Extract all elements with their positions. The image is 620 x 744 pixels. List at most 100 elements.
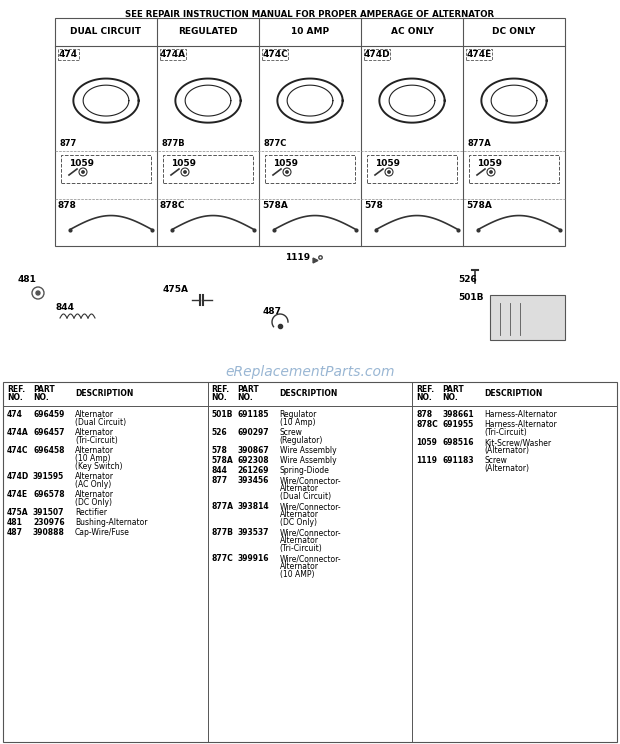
FancyBboxPatch shape (163, 155, 253, 183)
Text: (DC Only): (DC Only) (75, 498, 112, 507)
Text: 487: 487 (7, 528, 23, 537)
Text: 475A: 475A (7, 508, 29, 517)
Text: 481: 481 (18, 275, 37, 284)
FancyBboxPatch shape (160, 49, 186, 60)
Text: 391507: 391507 (33, 508, 64, 517)
Text: 1119: 1119 (285, 254, 310, 263)
Text: 690297: 690297 (237, 428, 269, 437)
Text: DESCRIPTION: DESCRIPTION (75, 388, 133, 397)
Circle shape (388, 171, 390, 173)
Text: DESCRIPTION: DESCRIPTION (280, 388, 338, 397)
Text: 474D: 474D (364, 50, 391, 59)
Bar (490, 295, 565, 340)
Text: 877B: 877B (211, 528, 234, 537)
Text: 578A: 578A (262, 202, 288, 211)
Text: 844: 844 (55, 304, 74, 312)
Text: PART: PART (442, 385, 464, 394)
Text: 501B: 501B (211, 410, 233, 419)
Text: (Dual Circuit): (Dual Circuit) (75, 418, 126, 427)
Text: 877C: 877C (263, 138, 286, 147)
Text: Alternator: Alternator (75, 446, 114, 455)
Text: Kit-Screw/Washer: Kit-Screw/Washer (484, 438, 551, 447)
Text: 1059: 1059 (477, 158, 502, 167)
Text: 474D: 474D (7, 472, 29, 481)
Text: eReplacementParts.com: eReplacementParts.com (225, 365, 395, 379)
Text: 877B: 877B (161, 138, 185, 147)
Text: DESCRIPTION: DESCRIPTION (484, 388, 542, 397)
FancyBboxPatch shape (262, 49, 288, 60)
Text: SEE REPAIR INSTRUCTION MANUAL FOR PROPER AMPERAGE OF ALTERNATOR: SEE REPAIR INSTRUCTION MANUAL FOR PROPER… (125, 10, 495, 19)
Text: 399916: 399916 (237, 554, 269, 563)
Text: (Tri-Circuit): (Tri-Circuit) (280, 544, 322, 553)
Text: 877A: 877A (467, 138, 491, 147)
Text: 10 AMP: 10 AMP (291, 28, 329, 36)
Text: 393537: 393537 (237, 528, 269, 537)
Text: 474E: 474E (466, 50, 492, 59)
FancyBboxPatch shape (61, 155, 151, 183)
Text: 691955: 691955 (442, 420, 474, 429)
Text: 878C: 878C (160, 202, 185, 211)
Text: 230976: 230976 (33, 518, 64, 527)
Text: NO.: NO. (211, 393, 228, 402)
Text: (Key Switch): (Key Switch) (75, 462, 123, 471)
Text: 1059: 1059 (171, 158, 196, 167)
Text: Alternator: Alternator (75, 472, 114, 481)
Text: 481: 481 (7, 518, 23, 527)
Circle shape (490, 171, 492, 173)
Text: Bushing-Alternator: Bushing-Alternator (75, 518, 148, 527)
Text: Wire/Connector-: Wire/Connector- (280, 554, 341, 563)
Text: 398661: 398661 (442, 410, 474, 419)
Text: Wire/Connector-: Wire/Connector- (280, 502, 341, 511)
Text: 877A: 877A (211, 502, 234, 511)
Text: 878: 878 (417, 410, 433, 419)
Text: NO.: NO. (442, 393, 458, 402)
Text: 474C: 474C (7, 446, 29, 455)
Text: 1059: 1059 (69, 158, 94, 167)
Text: 474E: 474E (7, 490, 28, 499)
Text: 578: 578 (211, 446, 228, 455)
Text: 526: 526 (211, 428, 228, 437)
FancyBboxPatch shape (469, 155, 559, 183)
Text: Regulator: Regulator (280, 410, 317, 419)
Bar (55, 18, 565, 246)
Circle shape (184, 171, 186, 173)
Text: NO.: NO. (237, 393, 254, 402)
Text: 475A: 475A (163, 286, 189, 295)
Text: (AC Only): (AC Only) (75, 480, 111, 489)
FancyBboxPatch shape (265, 155, 355, 183)
Text: 393456: 393456 (237, 476, 269, 485)
Text: Wire Assembly: Wire Assembly (280, 446, 336, 455)
Text: (Alternator): (Alternator) (484, 464, 529, 473)
Text: Alternator: Alternator (280, 510, 319, 519)
Text: (10 Amp): (10 Amp) (75, 454, 110, 463)
Text: 691185: 691185 (237, 410, 269, 419)
Text: 692308: 692308 (237, 456, 269, 465)
Text: REF.: REF. (211, 385, 230, 394)
Text: 390867: 390867 (237, 446, 270, 455)
Text: Alternator: Alternator (75, 428, 114, 437)
Text: Harness-Alternator: Harness-Alternator (484, 420, 557, 429)
Text: 474C: 474C (262, 50, 288, 59)
Text: (Regulator): (Regulator) (280, 436, 323, 445)
Text: NO.: NO. (33, 393, 49, 402)
Text: 1059: 1059 (417, 438, 437, 447)
Text: 844: 844 (211, 466, 228, 475)
Text: 878C: 878C (417, 420, 438, 429)
Text: (10 Amp): (10 Amp) (280, 418, 315, 427)
Text: 261269: 261269 (237, 466, 269, 475)
Text: 696458: 696458 (33, 446, 64, 455)
FancyBboxPatch shape (466, 49, 492, 60)
Text: 696457: 696457 (33, 428, 64, 437)
Bar (3, 382, 617, 742)
Text: 696578: 696578 (33, 490, 64, 499)
Text: (Alternator): (Alternator) (484, 446, 529, 455)
Text: Wire Assembly: Wire Assembly (280, 456, 336, 465)
Text: Alternator: Alternator (280, 562, 319, 571)
Circle shape (286, 171, 288, 173)
Circle shape (36, 291, 40, 295)
Text: Screw: Screw (280, 428, 303, 437)
Text: (Dual Circuit): (Dual Circuit) (280, 492, 331, 501)
Text: 691183: 691183 (442, 456, 474, 465)
Text: Alternator: Alternator (280, 536, 319, 545)
Text: DUAL CIRCUIT: DUAL CIRCUIT (71, 28, 141, 36)
